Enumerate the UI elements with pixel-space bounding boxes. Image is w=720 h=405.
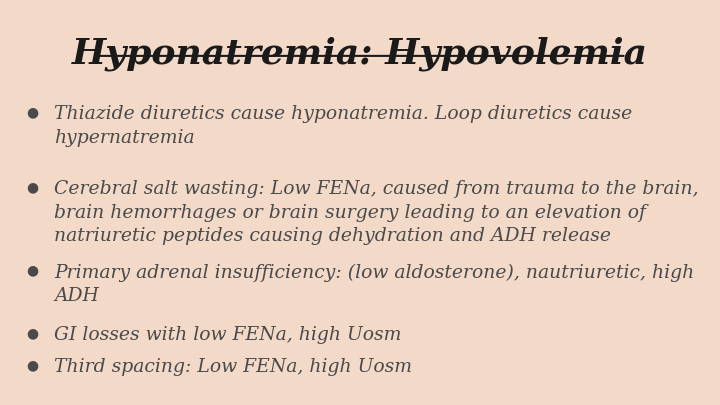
Text: GI losses with low FENa, high Uosm: GI losses with low FENa, high Uosm bbox=[54, 326, 401, 344]
Text: ●: ● bbox=[27, 263, 38, 277]
Text: ●: ● bbox=[27, 105, 38, 119]
Text: Thiazide diuretics cause hyponatremia. Loop diuretics cause
hypernatremia: Thiazide diuretics cause hyponatremia. L… bbox=[54, 105, 632, 147]
Text: Third spacing: Low FENa, high Uosm: Third spacing: Low FENa, high Uosm bbox=[54, 358, 412, 376]
Text: Primary adrenal insufficiency: (low aldosterone), nautriuretic, high
ADH: Primary adrenal insufficiency: (low aldo… bbox=[54, 263, 694, 305]
Text: ●: ● bbox=[27, 326, 38, 340]
Text: ●: ● bbox=[27, 180, 38, 194]
Text: Hyponatremia: Hypovolemia: Hyponatremia: Hypovolemia bbox=[72, 36, 648, 71]
Text: ●: ● bbox=[27, 358, 38, 373]
Text: Cerebral salt wasting: Low FENa, caused from trauma to the brain,
brain hemorrha: Cerebral salt wasting: Low FENa, caused … bbox=[54, 180, 698, 245]
